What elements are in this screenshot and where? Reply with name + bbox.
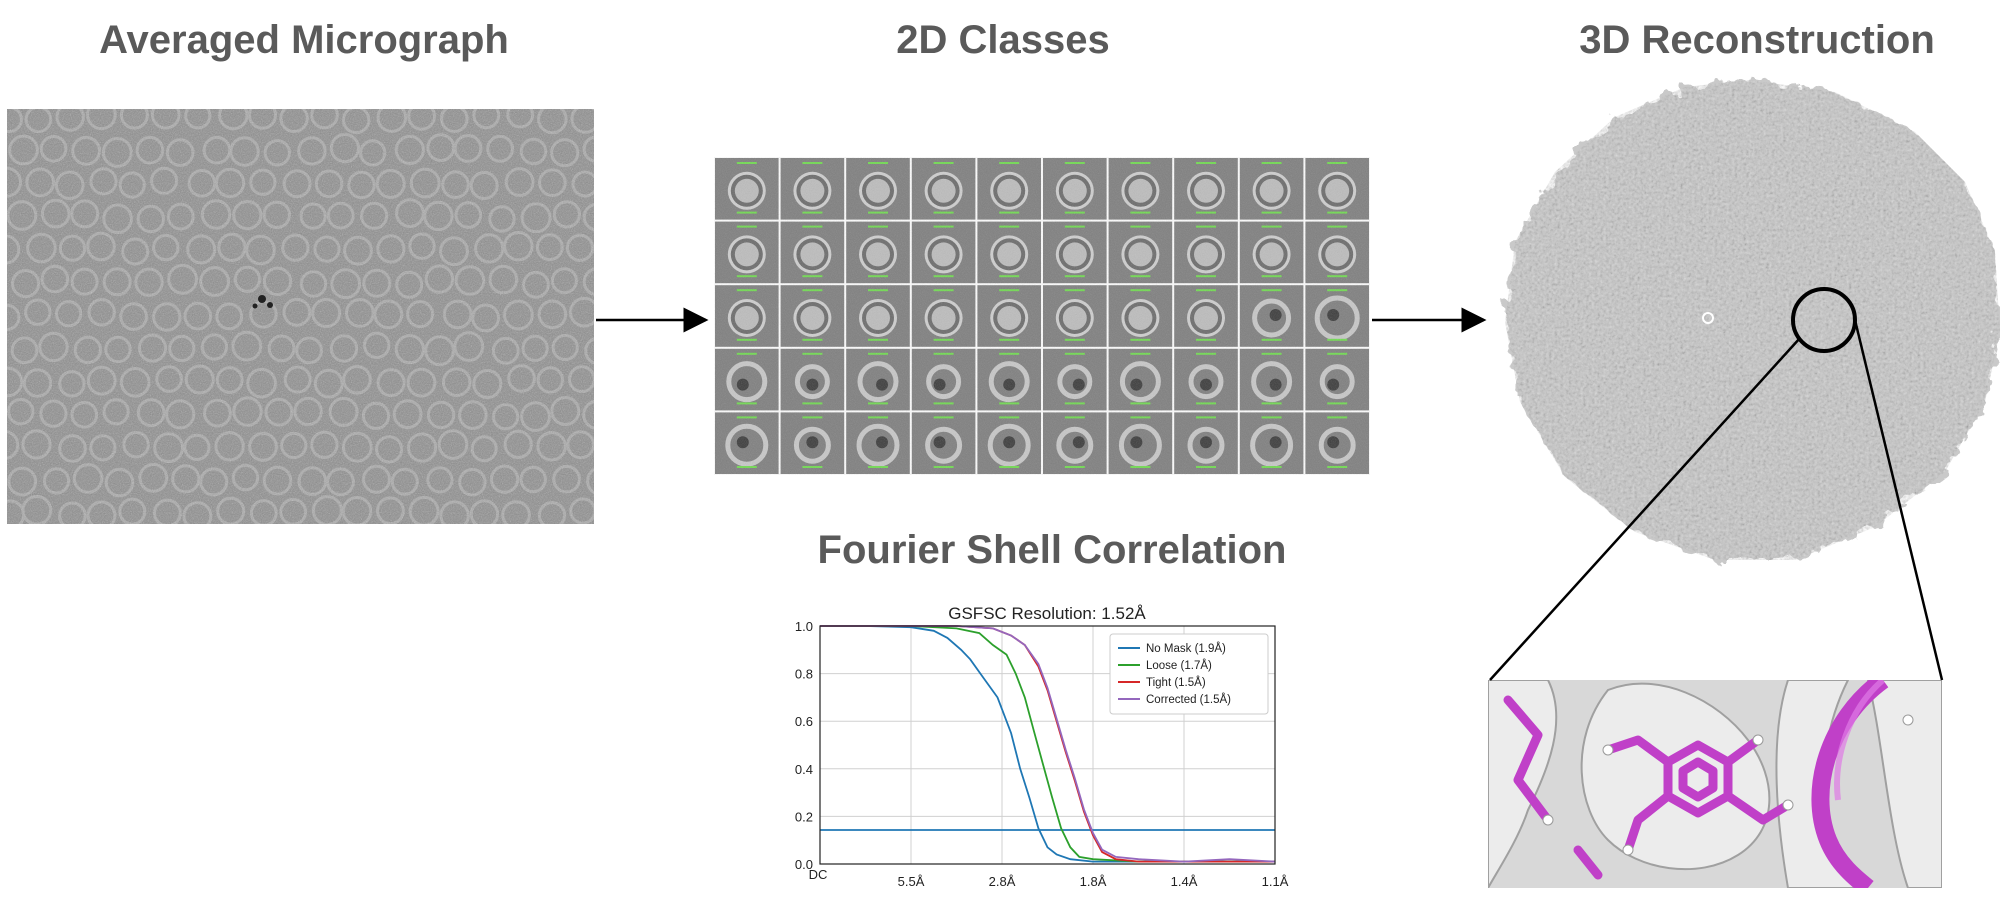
- ligand-density-closeup: [1488, 680, 1942, 888]
- chart-legend: No Mask (1.9Å) Loose (1.7Å) Tight (1.5Å) Co…: [1109, 633, 1269, 715]
- fsc-chart: GSFSC Resolution: 1.52Å 0.0 0.2 0.4 0.6 0.8 1…: [795, 604, 1289, 889]
- micrograph-heading: Averaged Micrograph: [99, 18, 509, 62]
- classes-heading: 2D Classes: [896, 18, 1110, 62]
- x-tick-label: 1.1Å: [1262, 874, 1289, 889]
- legend-label: Tight (1.5Å): [1146, 676, 1206, 689]
- 2d-classes-grid: [714, 157, 1370, 475]
- x-tick-label: 1.4Å: [1171, 874, 1198, 889]
- legend-label: No Mask (1.9Å): [1146, 642, 1226, 655]
- chart-title: GSFSC Resolution: 1.52Å: [948, 604, 1146, 623]
- y-tick-label: 0.2: [795, 809, 813, 824]
- legend-label: Corrected (1.5Å): [1146, 693, 1231, 706]
- x-tick-label: DC: [809, 867, 828, 882]
- x-tick-label: 1.8Å: [1080, 874, 1107, 889]
- legend-label: Loose (1.7Å): [1146, 659, 1212, 672]
- y-tick-label: 0.0: [795, 857, 813, 872]
- plot-frame: [819, 625, 1276, 865]
- averaged-micrograph-image: [7, 109, 594, 524]
- y-tick-label: 0.8: [795, 667, 813, 682]
- reconstruction-heading: 3D Reconstruction: [1579, 18, 1935, 62]
- x-tick-label: 5.5Å: [898, 874, 925, 889]
- 3d-reconstruction-image: [1505, 80, 2000, 560]
- y-tick-label: 0.4: [795, 762, 813, 777]
- y-tick-label: 1.0: [795, 619, 813, 634]
- x-tick-label: 2.8Å: [989, 874, 1016, 889]
- y-tick-label: 0.6: [795, 714, 813, 729]
- fsc-heading: Fourier Shell Correlation: [817, 528, 1287, 572]
